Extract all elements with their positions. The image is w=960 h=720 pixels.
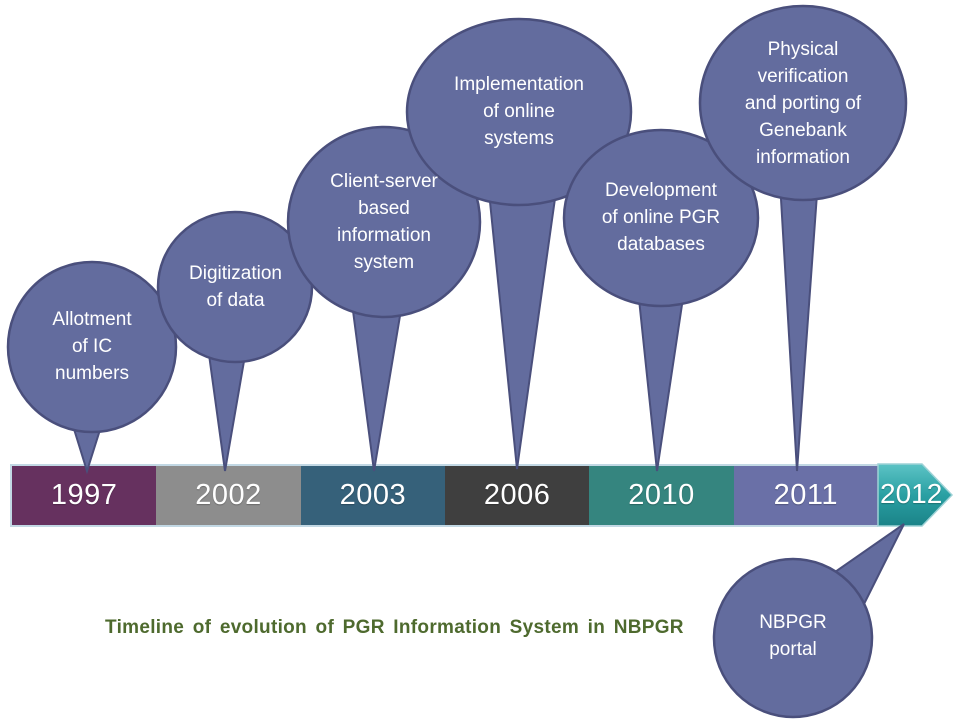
timeline-segment-2003: 2003 bbox=[300, 466, 445, 525]
timeline-segment-2006: 2006 bbox=[444, 466, 590, 525]
slide-caption: Timeline of evolution of PGR Information… bbox=[105, 617, 684, 638]
callout-label-client-server: Client-server based information system bbox=[330, 171, 438, 273]
timeline-year-label: 1997 bbox=[50, 479, 118, 511]
callout-label-allotment: Allotment of IC numbers bbox=[52, 309, 132, 384]
timeline-segment-2002: 2002 bbox=[156, 466, 301, 525]
timeline-year-label: 2010 bbox=[628, 479, 695, 511]
timeline-segment-1997: 1997 bbox=[12, 466, 157, 525]
timeline-year-label: 2003 bbox=[339, 479, 407, 511]
callout-tail-shape bbox=[63, 396, 112, 475]
timeline-year-label: 2011 bbox=[773, 479, 838, 511]
timeline-segment-2011: 2011 bbox=[733, 466, 878, 525]
timeline-year-label-2012: 2012 bbox=[880, 478, 943, 509]
callout-label-digitization: Digitization of data bbox=[189, 263, 282, 311]
callout-tail-shape bbox=[778, 178, 820, 472]
timeline-year-label: 2006 bbox=[483, 479, 551, 511]
timeline-year-label: 2002 bbox=[195, 479, 262, 511]
timeline-segment-2010: 2010 bbox=[589, 466, 734, 525]
callout-tail-shape bbox=[635, 276, 688, 472]
callout-digitization-of-data bbox=[156, 210, 314, 472]
callout-label-physical-verification: Physical verification and porting of Gen… bbox=[744, 39, 862, 168]
callout-tail-shape bbox=[485, 168, 561, 470]
callout-label-development: Development of online PGR databases bbox=[601, 180, 721, 255]
callout-label-nbpgr-portal: NBPGR portal bbox=[759, 612, 827, 660]
callout-tail-shape bbox=[205, 336, 250, 472]
callout-tail-shape bbox=[348, 284, 407, 472]
callout-label-implementation: Implementation of online systems bbox=[454, 74, 584, 149]
timeline-bar: 1997 2002 2003 2006 2010 2011 bbox=[10, 464, 878, 527]
